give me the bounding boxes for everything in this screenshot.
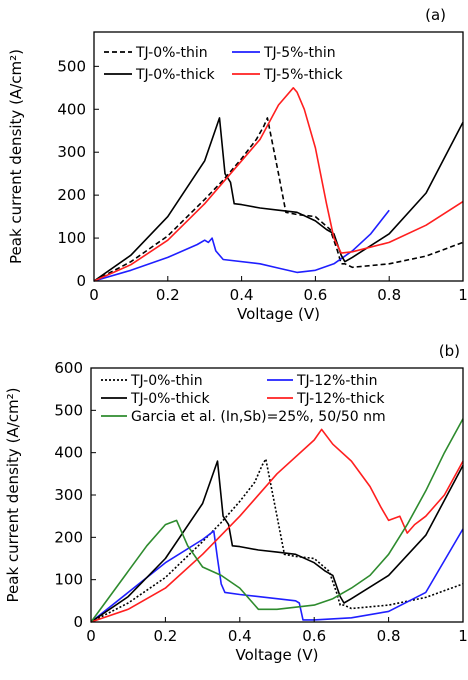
panel-b-series bbox=[90, 418, 464, 623]
legend-label: TJ-5%-thin bbox=[263, 45, 336, 61]
series-line-b-4 bbox=[90, 418, 464, 623]
panel-a-ylabel: Peak current density (A/cm²) bbox=[7, 49, 25, 264]
y-tick-label: 200 bbox=[54, 528, 83, 546]
legend-label: TJ-0%-thin bbox=[135, 45, 208, 61]
y-tick-label: 400 bbox=[57, 100, 86, 118]
y-tick-label: 0 bbox=[76, 272, 86, 290]
x-tick-label: 0.4 bbox=[230, 286, 254, 304]
x-tick-label: 0.4 bbox=[228, 627, 252, 645]
series-line-b-3 bbox=[90, 428, 464, 623]
series-line-b-0 bbox=[90, 458, 464, 623]
series-line-a-1 bbox=[93, 209, 390, 282]
legend-label: TJ-12%-thick bbox=[296, 391, 385, 407]
panel-b: (b) 0 0.2 0.4 0.6 0.8 1 0 100 200 300 400 500 600 Vo… bbox=[4, 342, 468, 664]
y-tick-label: 200 bbox=[57, 186, 86, 204]
x-tick-label: 0.2 bbox=[153, 627, 177, 645]
legend-label: TJ-0%-thick bbox=[135, 67, 215, 83]
series-line-b-2 bbox=[90, 460, 464, 623]
x-tick-label: 0.6 bbox=[303, 286, 327, 304]
y-tick-label: 500 bbox=[54, 401, 83, 419]
panel-b-ticks: 0 0.2 0.4 0.6 0.8 1 0 100 200 300 400 500 600 bbox=[54, 359, 467, 645]
legend-label: Garcia et al. (In,Sb)=25%, 50/50 nm bbox=[131, 409, 386, 425]
legend-label: TJ-5%-thick bbox=[263, 67, 343, 83]
y-tick-label: 600 bbox=[54, 359, 83, 377]
series-line-a-3 bbox=[93, 87, 464, 282]
legend-label: TJ-12%-thin bbox=[296, 373, 378, 389]
y-tick-label: 500 bbox=[57, 57, 86, 75]
x-tick-label: 0.8 bbox=[377, 627, 401, 645]
x-tick-label: 0.6 bbox=[302, 627, 326, 645]
panel-a-ticks: 0 0.2 0.4 0.6 0.8 1 0 100 200 300 400 500 bbox=[57, 57, 467, 304]
panel-b-label: (b) bbox=[439, 342, 460, 360]
panel-a-frame bbox=[93, 31, 464, 282]
x-tick-label: 1 bbox=[458, 627, 468, 645]
panel-b-ylabel: Peak current density (A/cm²) bbox=[4, 388, 22, 603]
y-tick-label: 100 bbox=[54, 571, 83, 589]
y-tick-label: 400 bbox=[54, 444, 83, 462]
x-tick-label: 0.8 bbox=[377, 286, 401, 304]
x-tick-label: 0.2 bbox=[156, 286, 180, 304]
x-tick-label: 1 bbox=[458, 286, 468, 304]
series-line-a-2 bbox=[93, 117, 464, 282]
panel-b-legend: TJ-0%-thin TJ-12%-thin TJ-0%-thick TJ-12%-t… bbox=[101, 373, 386, 425]
y-tick-label: 0 bbox=[73, 613, 83, 631]
panel-a-legend: TJ-0%-thin TJ-5%-thin TJ-0%-thick TJ-5%-thi… bbox=[104, 45, 343, 83]
y-tick-label: 300 bbox=[57, 143, 86, 161]
legend-label: TJ-0%-thin bbox=[130, 373, 203, 389]
panel-a-label: (a) bbox=[425, 6, 446, 24]
panel-a: (a) 0 0.2 0.4 0.6 0.8 1 0 100 200 300 400 500 Volta… bbox=[7, 6, 468, 323]
legend-label: TJ-0%-thick bbox=[130, 391, 210, 407]
panel-a-series bbox=[93, 87, 464, 282]
series-line-b-1 bbox=[90, 528, 464, 623]
y-tick-label: 100 bbox=[57, 229, 86, 247]
panel-a-xlabel: Voltage (V) bbox=[237, 305, 320, 323]
series-line-a-0 bbox=[93, 117, 464, 282]
x-tick-label: 0 bbox=[86, 627, 96, 645]
y-tick-label: 300 bbox=[54, 486, 83, 504]
x-tick-label: 0 bbox=[89, 286, 99, 304]
panel-b-xlabel: Voltage (V) bbox=[236, 646, 319, 664]
